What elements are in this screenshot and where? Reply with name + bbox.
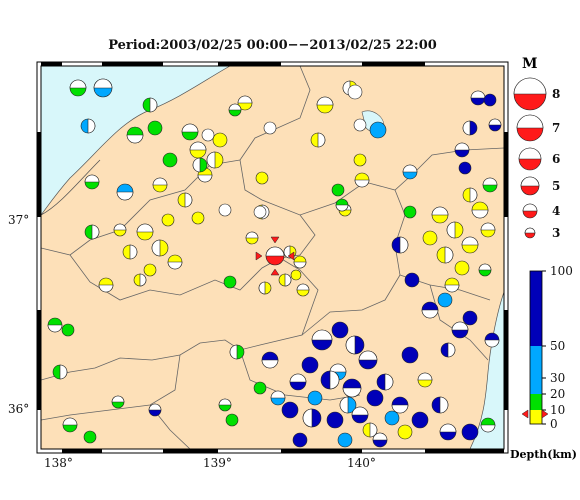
depth-scale-title: Depth(km) — [510, 448, 577, 461]
depth-tick-30: 30 — [550, 371, 566, 385]
magnitude-legend-title: M — [522, 56, 538, 72]
depth-tick-50: 50 — [550, 339, 566, 353]
depth-colorbar — [521, 270, 549, 425]
lon-label-139: 139° — [203, 456, 232, 470]
depth-tick-20: 20 — [550, 387, 566, 401]
map-title: Period:2003/02/25 00:00−−2013/02/25 22:0… — [108, 38, 437, 53]
magnitude-legend-symbols — [513, 77, 547, 239]
mag-label-6: 6 — [552, 152, 561, 166]
lat-label-36: 36° — [8, 402, 30, 416]
green-mechanisms — [47, 79, 498, 444]
yellow-cluster-east — [362, 187, 496, 440]
sea-of-japan — [41, 66, 231, 216]
main-event — [255, 236, 295, 276]
depth-tick-100: 100 — [550, 264, 573, 278]
mag-label-4: 4 — [552, 204, 561, 218]
depth-tick-0: 0 — [550, 417, 558, 431]
lon-label-138: 138° — [44, 456, 73, 470]
small-mechanisms — [201, 84, 367, 219]
mag-label-5: 5 — [552, 179, 561, 193]
lon-label-140: 140° — [347, 456, 376, 470]
cyan-mechanisms — [80, 78, 453, 448]
depth-tick-10: 10 — [550, 403, 566, 417]
mag-label-7: 7 — [552, 121, 561, 135]
map-frame — [36, 61, 509, 454]
mag-label-8: 8 — [552, 87, 561, 101]
yellow-cluster-west — [98, 177, 205, 293]
deep-mechanisms — [148, 90, 502, 448]
focal-mechanisms — [47, 78, 502, 448]
mag-label-3: 3 — [552, 226, 561, 240]
lat-label-37: 37° — [8, 213, 30, 227]
